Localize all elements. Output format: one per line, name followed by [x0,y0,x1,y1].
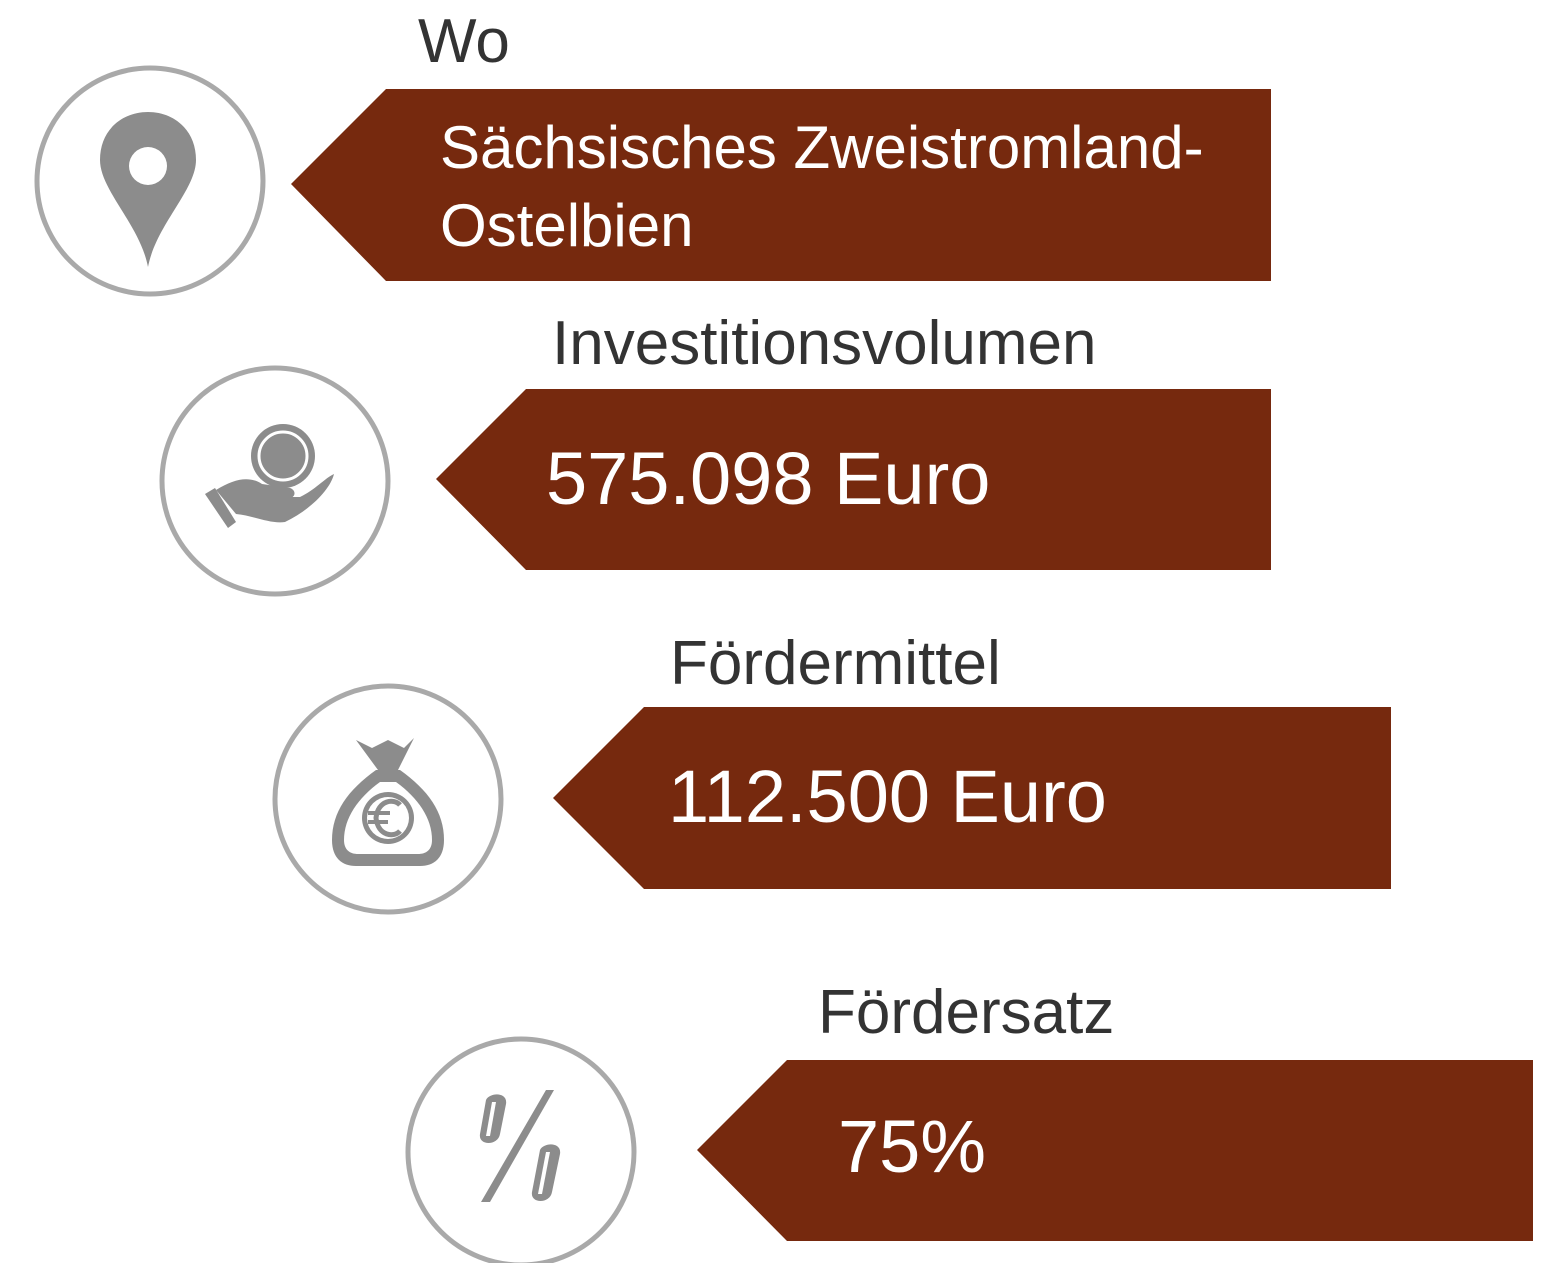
value-banner [436,389,1271,570]
item-label: Fördermittel [670,629,1001,698]
item-investment: Investitionsvolumen 575.098 Euro [159,309,1271,597]
hand-coin-icon [205,424,334,528]
icon-ring [405,1036,637,1263]
item-funding: Fördermittel 112.500 Euro [272,629,1391,915]
value-banner [553,707,1391,889]
value-banner [697,1060,1533,1241]
item-rate: Fördersatz 75% [405,978,1533,1263]
item-value: 575.098 Euro [546,437,990,520]
pin-hole [129,147,167,185]
item-value: Ostelbien [440,192,693,259]
item-value: 112.500 Euro [668,755,1107,838]
item-value: 75% [838,1105,986,1188]
money-bag-icon [332,738,444,866]
item-location: Wo Sächsisches Zweistromland- Ostelbien [34,7,1271,297]
percent-icon [479,1090,561,1202]
item-value: Sächsisches Zweistromland- [440,114,1204,181]
item-label: Investitionsvolumen [552,309,1097,378]
value-banner [291,89,1271,281]
pin-icon [100,112,196,267]
item-label: Wo [418,7,510,76]
item-label: Fördersatz [818,978,1114,1047]
